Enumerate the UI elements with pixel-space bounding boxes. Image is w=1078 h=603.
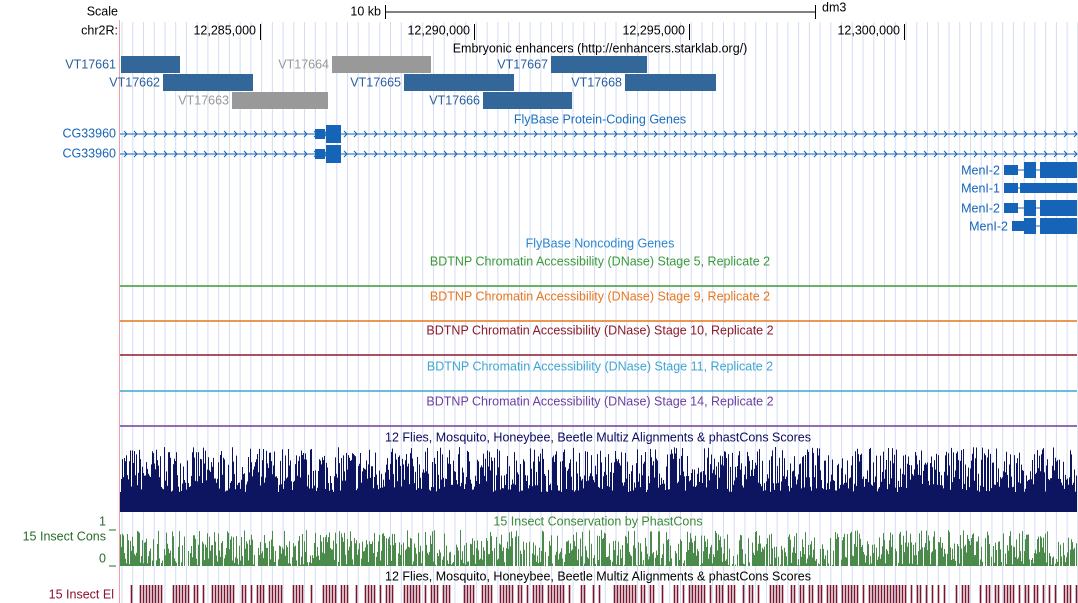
gene-label: MenI-2	[961, 201, 1000, 215]
enhancer	[551, 56, 647, 73]
ruler: 12,285,000 12,290,000 12,295,000 12,300,000	[193, 23, 905, 40]
enhancer-label: VT17661	[65, 57, 116, 71]
track-title: BDTNP Chromatin Accessibility (DNase) St…	[430, 254, 770, 268]
enhancer-label: VT17664	[278, 57, 329, 71]
exon	[326, 145, 341, 163]
track-title: BDTNP Chromatin Accessibility (DNase) St…	[427, 359, 773, 373]
exon	[1040, 200, 1077, 216]
exon	[1024, 200, 1036, 216]
scale-text: 10 kb	[350, 4, 381, 18]
enhancer	[404, 74, 514, 91]
enhancer-label: VT17665	[350, 75, 401, 89]
conservation-bars	[120, 447, 1077, 512]
enhancer	[232, 92, 328, 109]
exon	[1004, 183, 1018, 193]
track-title: 12 Flies, Mosquito, Honeybee, Beetle Mul…	[385, 569, 811, 583]
exon	[1004, 165, 1018, 175]
ruler-label: 12,285,000	[193, 23, 256, 37]
ruler-label: 12,295,000	[622, 23, 685, 37]
track-title: FlyBase Noncoding Genes	[526, 236, 675, 250]
exon	[1040, 218, 1077, 234]
track-title: BDTNP Chromatin Accessibility (DNase) St…	[426, 323, 773, 337]
track-title: Embryonic enhancers (http://enhancers.st…	[453, 41, 748, 55]
gene-label: CG33960	[62, 126, 116, 140]
phastcons-track	[120, 530, 1077, 566]
enhancer	[121, 56, 180, 73]
enhancer-label: VT17666	[429, 93, 480, 107]
exon	[326, 125, 341, 143]
enhancer-label: VT17663	[178, 93, 229, 107]
element-bars	[130, 585, 1078, 603]
track-title: 12 Flies, Mosquito, Honeybee, Beetle Mul…	[385, 430, 811, 444]
track-title: BDTNP Chromatin Accessibility (DNase) St…	[426, 394, 773, 408]
ruler-label: 12,300,000	[837, 23, 900, 37]
enhancer	[625, 74, 716, 91]
enhancer-track: VT17661 VT17662 VT17663 VT17664 VT17665 VT176…	[65, 56, 716, 109]
gene-track: CG33960 CG33960 MenI-2 MenI-1 MenI-2 MenI-2	[62, 125, 1078, 234]
exon	[1040, 162, 1077, 178]
gene-label: CG33960	[62, 146, 116, 160]
enhancer	[163, 74, 253, 91]
exon	[315, 149, 325, 159]
track-title: BDTNP Chromatin Accessibility (DNase) St…	[430, 289, 770, 303]
ruler-label: 12,290,000	[407, 23, 470, 37]
exon	[315, 129, 325, 139]
track-title: 15 Insect Conservation by PhastCons	[493, 514, 702, 528]
gene-label: MenI-2	[969, 219, 1008, 233]
chrom-label: chr2R:	[81, 23, 118, 37]
enhancer	[332, 56, 431, 73]
assembly: dm3	[822, 0, 846, 14]
axis-min: 0	[99, 551, 106, 565]
gene-label: MenI-2	[961, 163, 1000, 177]
enhancer-label: VT17668	[571, 75, 622, 89]
track-title: FlyBase Protein-Coding Genes	[514, 112, 686, 126]
enhancer-label: VT17662	[109, 75, 160, 89]
exon	[1012, 221, 1026, 231]
exon	[1024, 162, 1036, 178]
exon	[1020, 183, 1077, 193]
gene-label: MenI-1	[961, 181, 1000, 195]
exon	[1024, 218, 1036, 234]
multiz-track	[120, 447, 1077, 512]
axis-max: 1	[99, 514, 106, 528]
scale-bar	[385, 5, 816, 19]
phastcons-bars	[120, 530, 1077, 566]
axis-ticks	[109, 529, 116, 567]
scale-label: Scale	[87, 4, 118, 18]
dnase-tracks: BDTNP Chromatin Accessibility (DNase) St…	[120, 254, 1077, 427]
enhancer-label: VT17667	[497, 57, 548, 71]
track-label: 15 Insect El	[49, 587, 114, 601]
enhancer	[483, 92, 572, 109]
exon	[1004, 203, 1018, 213]
elements-track	[130, 585, 1078, 603]
track-label: 15 Insect Cons	[23, 529, 106, 543]
